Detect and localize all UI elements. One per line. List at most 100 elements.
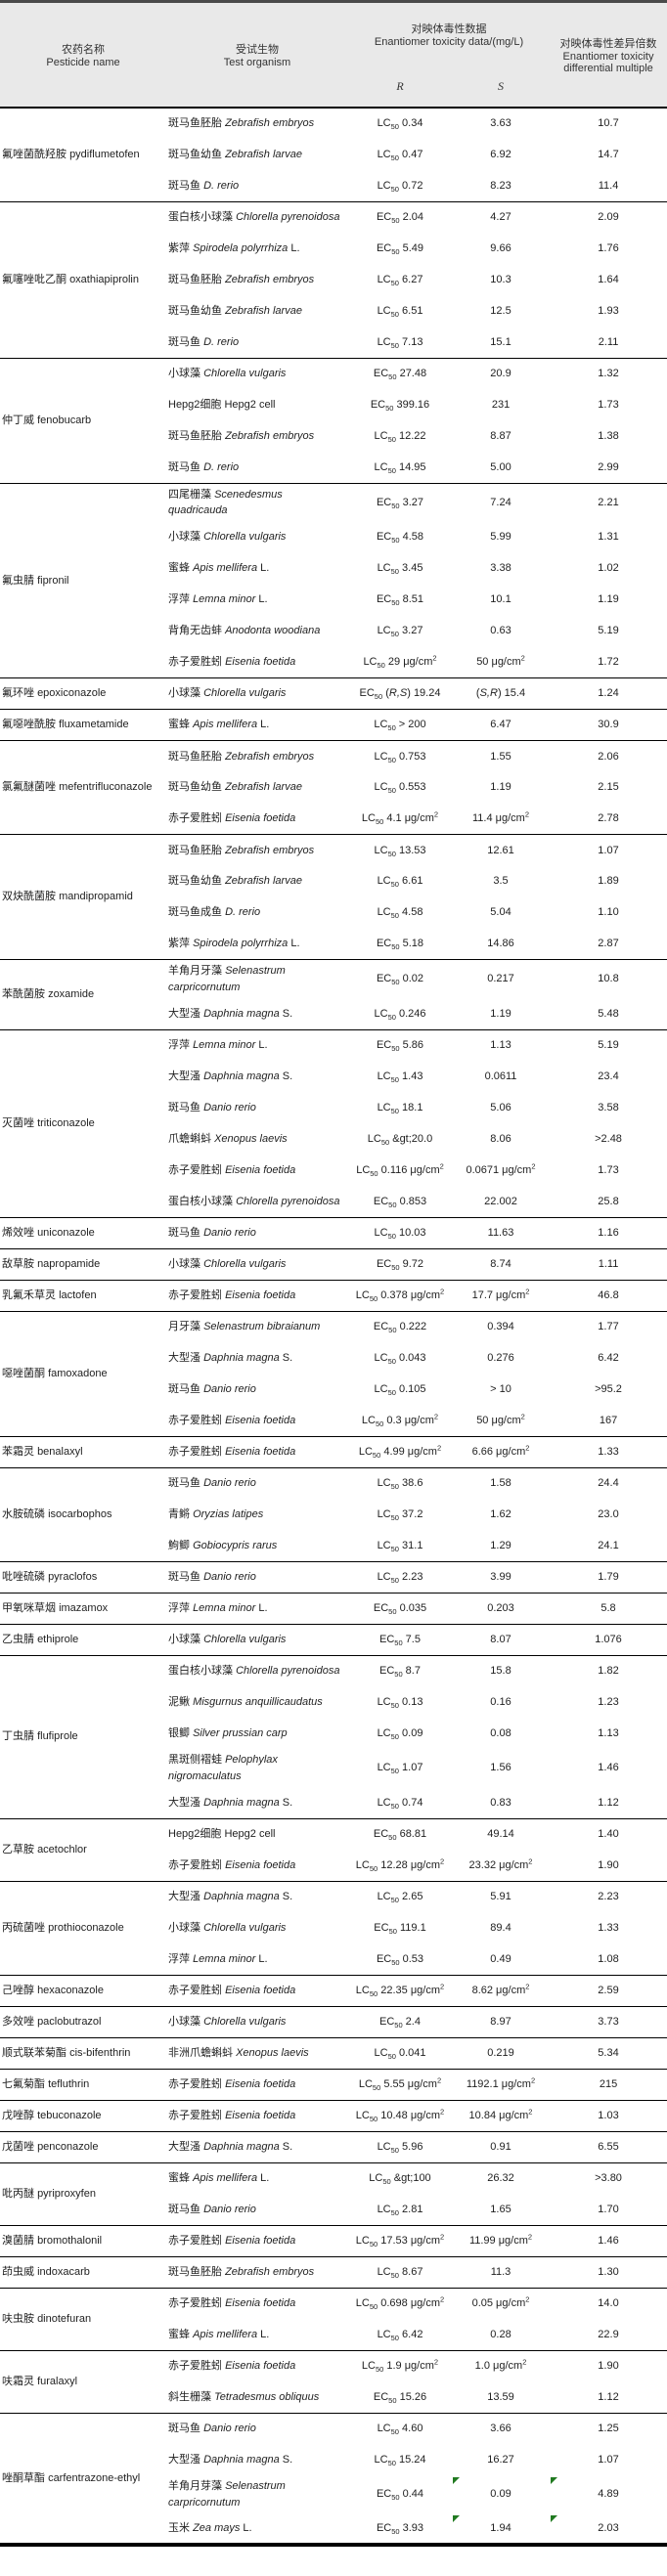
table-row: 灭菌唑 triticonazole 浮萍 Lemna minor L. EC50 5…	[0, 1028, 667, 1217]
s-value-cell: 1.62	[452, 1499, 550, 1530]
organism-latin: D. rerio	[203, 460, 240, 473]
organism-cell: 赤子爱胜蚓 Eisenia foetida	[166, 1279, 348, 1311]
r-value-cell: EC50 8.7	[348, 1654, 452, 1686]
multiple-cell: 1.03	[550, 2099, 667, 2131]
multiple-cell: 1.31	[550, 522, 667, 553]
r-value-cell: LC50 31.1	[348, 1530, 452, 1561]
r-value: LC50 > 200	[374, 719, 426, 733]
pesticide-name-zh: 氟噁唑酰胺	[2, 719, 56, 731]
multiple-value: 1.40	[598, 1828, 619, 1840]
multiple-cell: 6.42	[550, 1342, 667, 1374]
organism-suffix: L.	[260, 719, 270, 731]
s-value: 26.32	[487, 2172, 514, 2184]
r-value: LC50 22.35 μg/cm2	[355, 1982, 445, 1998]
s-value-cell: 12.61	[452, 834, 551, 866]
organism-cell: 四尾栅藻 Scenedesmus quadricauda	[166, 482, 348, 522]
r-value: LC50 0.698 μg/cm2	[355, 2294, 445, 2312]
table-row: 氟唑菌酰羟胺 pydiflumetofen 斑马鱼胚胎 Zebrafish emb…	[0, 107, 667, 201]
multiple-cell: 1.46	[550, 1749, 667, 1787]
multiple-cell: 1.10	[550, 897, 667, 929]
r-value-cell: LC50 0.3 μg/cm2	[348, 1405, 452, 1436]
r-value-cell: LC50 6.51	[348, 295, 452, 327]
r-value-cell: LC50 1.43	[348, 1061, 452, 1092]
organism-zh: 背角无齿蚌	[168, 625, 222, 637]
pesticide-name-cell: 敌草胺 napropamide	[0, 1247, 166, 1280]
r-value-cell: LC50 4.60	[348, 2412, 452, 2444]
s-value: 14.86	[487, 938, 514, 949]
multiple-value: 1.24	[598, 687, 619, 700]
r-value-cell: LC50 0.698 μg/cm2	[348, 2287, 452, 2319]
organism-suffix: L.	[258, 1601, 268, 1614]
multiple-value: 23.4	[598, 1070, 619, 1082]
r-value-cell: LC50 2.81	[348, 2194, 452, 2225]
r-value-cell: LC50 7.13	[348, 327, 452, 358]
organism-zh: 蛋白核小球藻	[168, 1195, 233, 1207]
multiple-value: 14.7	[598, 148, 619, 160]
organism-zh: 小球藻	[168, 687, 200, 700]
r-value: LC50 38.6	[377, 1477, 423, 1492]
s-value: 8.23	[490, 179, 511, 192]
multiple-cell: 1.76	[550, 233, 667, 264]
s-value-cell: 0.63	[452, 616, 550, 647]
s-value: 1.65	[490, 2203, 511, 2215]
organism-latin: Selenastrum carpricornutum	[168, 2480, 286, 2509]
s-value: 1.55	[490, 750, 511, 763]
pesticide-name-zh: 乙草胺	[2, 1843, 34, 1856]
r-value: EC50 399.16	[370, 398, 430, 413]
r-value-cell: LC50 3.27	[348, 616, 452, 647]
table-row: 斑马鱼幼鱼 Zebrafish larvae LC50 6.51 12.5 1.93	[0, 295, 667, 327]
pesticide-name-en: penconazole	[37, 2140, 99, 2153]
table-row: 泥鳅 Misgurnus anquillicaudatus LC50 0.13 0.…	[0, 1686, 667, 1718]
header-enantiomer-toxicity-data-zh: 对映体毒性数据	[411, 23, 487, 35]
r-value-cell: LC50 17.53 μg/cm2	[348, 2224, 452, 2256]
organism-cell: 赤子爱胜蚓 Eisenia foetida	[166, 1850, 348, 1881]
s-value-cell: 8.87	[452, 420, 550, 452]
multiple-cell: 4.89	[550, 2475, 667, 2513]
multiple-cell: 1.89	[550, 866, 667, 897]
pesticide-name-en: fluxametamide	[59, 719, 129, 731]
organism-cell: 斑马鱼 D. rerio	[166, 170, 348, 201]
organism-zh: 浮萍	[168, 1952, 190, 1965]
organism-latin: Spirodela polyrrhiza	[193, 241, 289, 254]
r-value-cell: LC50 4.99 μg/cm2	[348, 1435, 452, 1467]
r-value: EC50 68.81	[373, 1828, 427, 1843]
s-value-cell: 15.1	[452, 327, 550, 358]
multiple-value: 1.02	[598, 562, 619, 575]
organism-cell: 大型溞 Daphnia magna S.	[166, 1880, 348, 1912]
multiple-value: 3.58	[598, 1101, 619, 1113]
organism-zh: 大型溞	[168, 1891, 200, 1902]
r-value: EC50 3.93	[376, 2521, 424, 2536]
organism-cell: 赤子爱胜蚓 Eisenia foetida	[166, 2224, 348, 2256]
table-row: 浮萍 Lemna minor L. EC50 8.51 10.1 1.19	[0, 585, 667, 616]
pesticide-name-en: fipronil	[37, 574, 69, 587]
multiple-value: 10.7	[598, 117, 619, 130]
multiple-cell: 1.46	[550, 2224, 667, 2256]
pesticide-name-cell: 多效唑 paclobutrazol	[0, 2005, 166, 2037]
organism-zh: 斑马鱼	[168, 1382, 200, 1395]
s-value-cell: 8.97	[452, 2005, 551, 2037]
r-value: LC50 4.58	[377, 906, 423, 921]
pesticide-name-zh: 己唑醇	[2, 1984, 34, 1996]
multiple-cell: 3.73	[550, 2005, 667, 2037]
organism-latin: Chlorella vulgaris	[203, 531, 287, 544]
s-value-cell: 13.59	[452, 2381, 550, 2413]
organism-cell: 斑马鱼幼鱼 Zebrafish larvae	[166, 139, 348, 170]
table-row: 斑马鱼 Danio rerio LC50 18.1 5.06 3.58	[0, 1092, 667, 1123]
s-value-cell: 0.394	[452, 1310, 551, 1342]
multiple-value: 24.4	[598, 1477, 619, 1489]
multiple-value: 1.13	[598, 1726, 619, 1739]
organism-latin: Scenedesmus quadricauda	[168, 488, 283, 517]
table-row: 大型溞 Daphnia magna S. LC50 0.043 0.276 6.42	[0, 1342, 667, 1374]
multiple-value: 11.4	[598, 179, 619, 192]
pesticide-name-en: mandipropamid	[59, 891, 133, 903]
multiple-value: 1.30	[598, 2265, 619, 2278]
r-value-cell: LC50 13.53	[348, 834, 452, 866]
s-value-cell: 0.16	[452, 1686, 550, 1718]
organism-cell: 玉米 Zea mays L.	[166, 2513, 348, 2545]
organism-zh: 大型溞	[168, 1007, 200, 1020]
s-value: 50 μg/cm2	[476, 1411, 525, 1426]
organism-cell: 斑马鱼 D. rerio	[166, 327, 348, 358]
r-value: LC50 5.55 μg/cm2	[358, 2075, 442, 2092]
organism-suffix: L.	[260, 562, 270, 575]
